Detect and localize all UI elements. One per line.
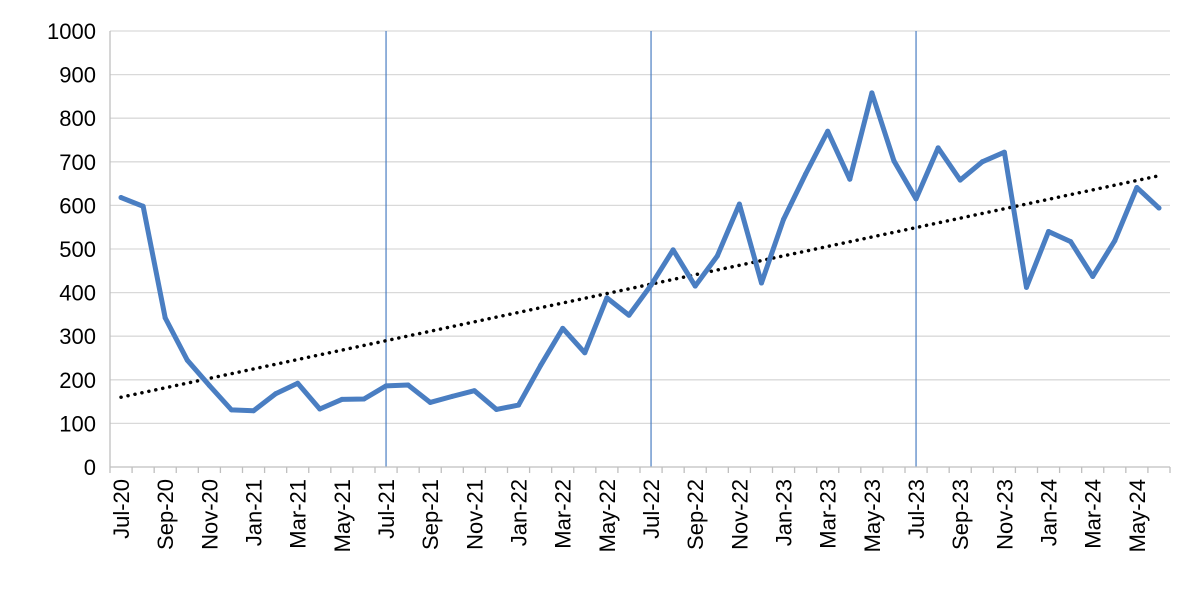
data-point (891, 158, 897, 164)
x-tick-label: Jan-23 (772, 479, 797, 546)
data-point (383, 383, 389, 389)
data-point (1023, 284, 1029, 290)
data-point (140, 203, 146, 209)
y-tick-label: 800 (59, 106, 96, 131)
x-tick-label: Jan-21 (242, 479, 267, 546)
data-point (1090, 273, 1096, 279)
y-tick-labels: 0 100 200 300 400 500 600 700 800 900 1000 (47, 19, 96, 480)
x-tick-label: Jul-23 (904, 479, 929, 539)
data-point (339, 396, 345, 402)
x-tick-label: Jul-20 (109, 479, 134, 539)
data-point (604, 295, 610, 301)
x-tick-label: Mar-21 (286, 479, 311, 549)
data-point (626, 312, 632, 318)
gridlines (110, 30, 1170, 425)
data-point (1001, 149, 1007, 155)
data-point (405, 382, 411, 388)
y-tick-label: 500 (59, 237, 96, 262)
y-tick-label: 200 (59, 368, 96, 393)
x-tick-label: May-22 (595, 479, 620, 552)
x-tick-label: Nov-20 (197, 479, 222, 550)
y-tick-label: 1000 (47, 19, 96, 44)
data-point (317, 406, 323, 412)
x-tick-label: Jan-22 (507, 479, 532, 546)
data-point (295, 380, 301, 386)
vertical-markers (385, 31, 917, 467)
data-point (118, 195, 124, 201)
data-point (471, 388, 477, 394)
trend-line (119, 174, 1161, 399)
series (118, 90, 1162, 414)
data-point (847, 176, 853, 182)
data-point (781, 216, 787, 222)
y-tick-label: 300 (59, 324, 96, 349)
x-tick-label: Mar-22 (551, 479, 576, 549)
data-point (538, 362, 544, 368)
data-point (1156, 205, 1162, 211)
x-tick-label: Nov-22 (727, 479, 752, 550)
data-point (670, 247, 676, 253)
data-point (1134, 185, 1140, 191)
x-tick-label: Sep-22 (683, 479, 708, 550)
data-point (427, 399, 433, 405)
x-tick-label: May-21 (330, 479, 355, 552)
data-point (184, 357, 190, 363)
x-tick-label: Jul-22 (639, 479, 664, 539)
data-point (493, 406, 499, 412)
x-tick-label: Jul-21 (374, 479, 399, 539)
data-point (582, 350, 588, 356)
data-point (206, 382, 212, 388)
data-point (516, 402, 522, 408)
data-point (1068, 239, 1074, 245)
y-tick-label: 700 (59, 150, 96, 175)
data-point (228, 407, 234, 413)
x-tick-label: May-24 (1125, 479, 1150, 552)
data-point (825, 128, 831, 134)
series-line (118, 90, 1162, 414)
data-point (736, 201, 742, 207)
x-tick-label: Mar-24 (1081, 479, 1106, 549)
y-tick-label: 400 (59, 281, 96, 306)
data-point (869, 90, 875, 96)
data-point (803, 171, 809, 177)
x-tick-label: Nov-23 (992, 479, 1017, 550)
data-point (913, 196, 919, 202)
x-tick-label: Jan-24 (1037, 479, 1062, 546)
data-point (361, 396, 367, 402)
data-point (1046, 229, 1052, 235)
data-point (648, 282, 654, 288)
y-tick-label: 900 (59, 63, 96, 88)
data-point (1112, 238, 1118, 244)
data-point (273, 391, 279, 397)
x-tick-label: Sep-23 (948, 479, 973, 550)
data-point (979, 159, 985, 165)
x-tick-label: Mar-23 (816, 479, 841, 549)
data-point (935, 145, 941, 151)
x-tick-label: Sep-20 (153, 479, 178, 550)
x-tick-label: Nov-21 (462, 479, 487, 550)
x-tick-labels: Jul-20 Sep-20 Nov-20 Jan-21 Mar-21 May-21 Jul-… (109, 479, 1150, 552)
x-tick-label: May-23 (860, 479, 885, 552)
data-point (714, 253, 720, 259)
y-tick-label: 100 (59, 411, 96, 436)
data-point (449, 393, 455, 399)
y-tick-label: 0 (84, 455, 96, 480)
y-tick-label: 600 (59, 193, 96, 218)
data-point (758, 280, 764, 286)
axes (109, 31, 1171, 473)
x-tick-label: Sep-21 (418, 479, 443, 550)
data-point (692, 283, 698, 289)
data-point (162, 315, 168, 321)
data-point (251, 408, 257, 414)
data-point (957, 177, 963, 183)
data-point (560, 325, 566, 331)
